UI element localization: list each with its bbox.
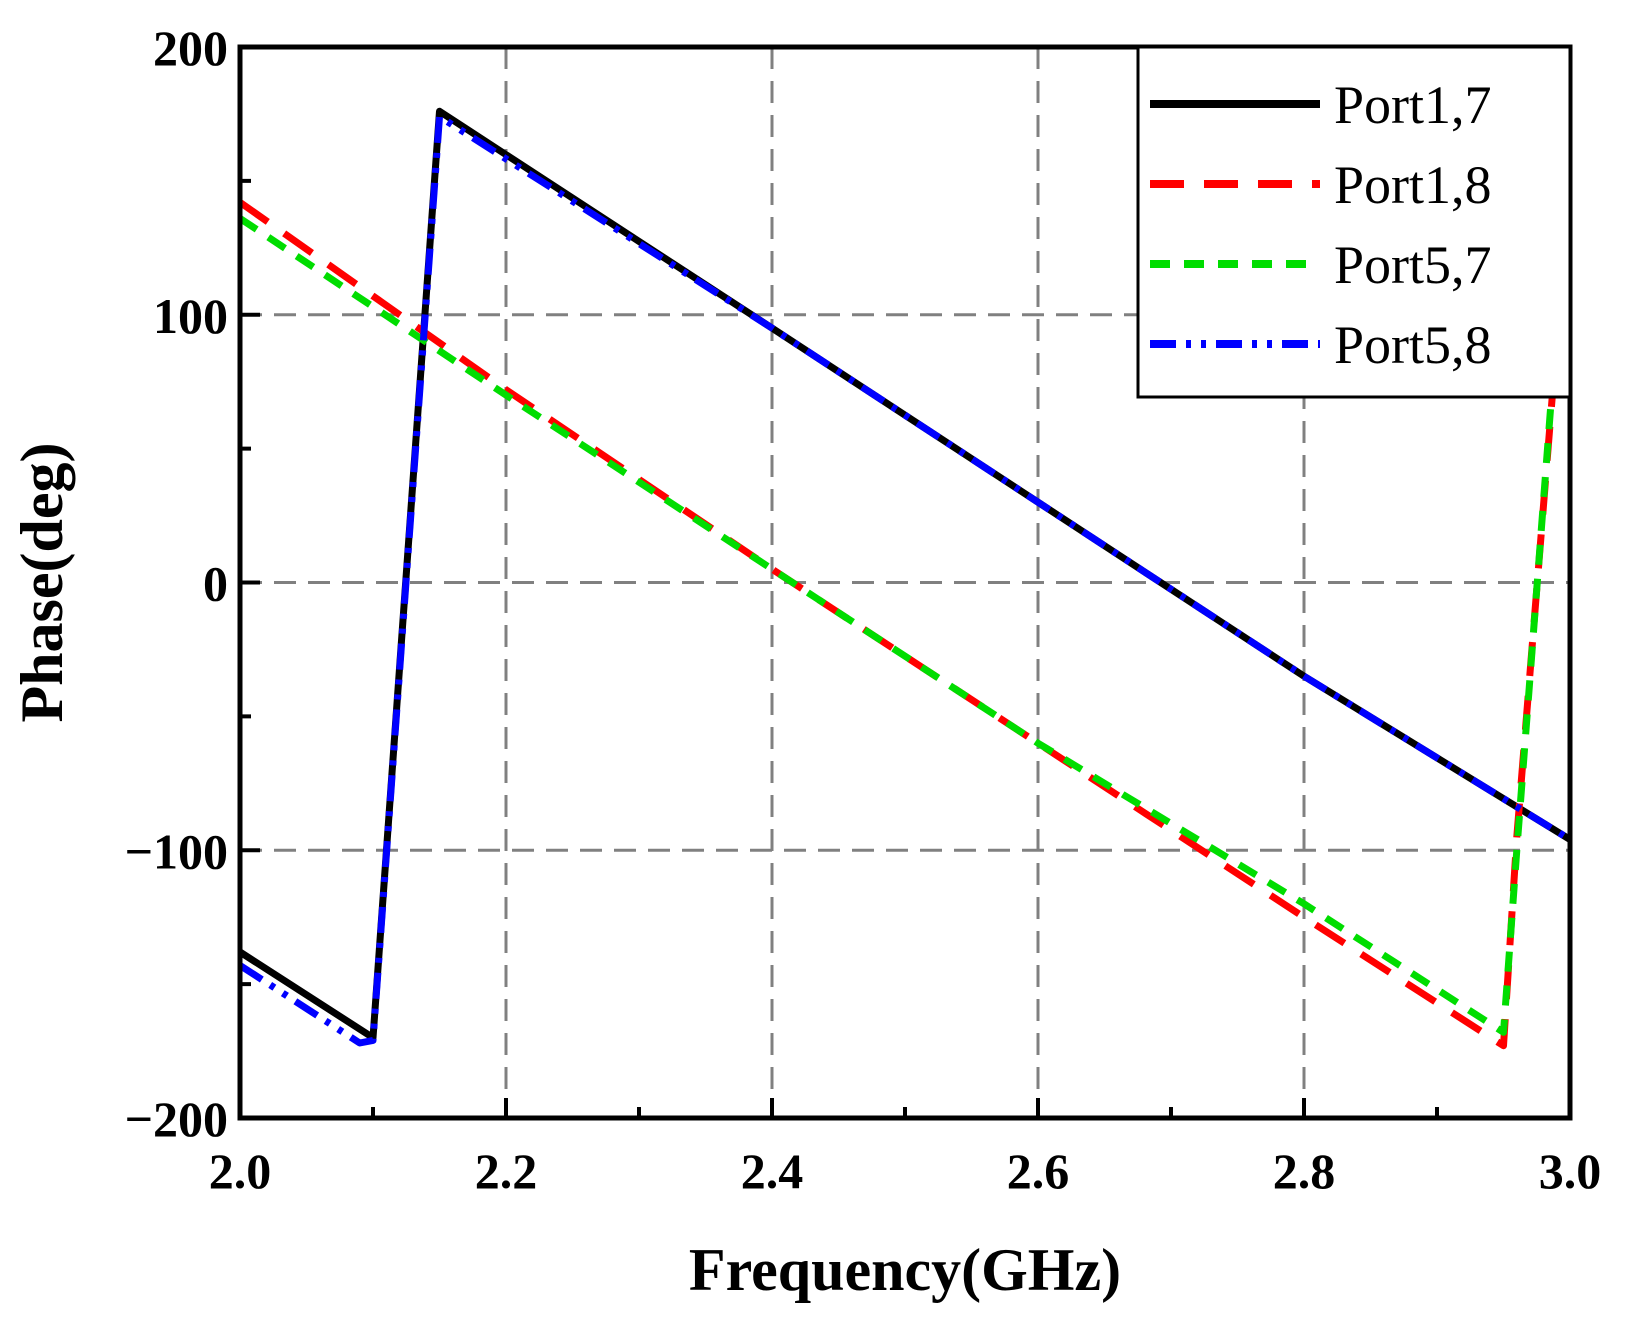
- x-tick-label: 2.2: [475, 1143, 538, 1199]
- series-line-2: [237, 199, 1561, 1050]
- y-tick-label: 100: [153, 288, 228, 344]
- y-tick-label: −200: [125, 1091, 229, 1147]
- legend-label: Port1,7: [1334, 75, 1492, 135]
- legend-label: Port5,7: [1334, 235, 1492, 295]
- legend-label: Port1,8: [1334, 155, 1492, 215]
- tick-labels: 2.0 2.2 2.4 2.6 2.8 3.0 −200 −100 0 100 200: [125, 20, 1602, 1199]
- x-tick-label: 2.8: [1273, 1143, 1336, 1199]
- y-tick-label: −100: [125, 823, 229, 879]
- y-axis-title: Phase(deg): [9, 443, 75, 723]
- x-tick-label: 3.0: [1539, 1143, 1602, 1199]
- y-tick-label: 200: [153, 20, 228, 76]
- legend-label: Port5,8: [1334, 315, 1492, 375]
- legend: Port1,7 Port1,8 Port5,7 Port5,8: [1136, 45, 1572, 399]
- plot-series: [237, 107, 1572, 1050]
- x-tick-label: 2.0: [209, 1143, 272, 1199]
- axis-ticks: [238, 45, 1572, 1120]
- series-line-4: [238, 113, 1572, 1047]
- x-tick-label: 2.6: [1007, 1143, 1070, 1199]
- x-axis-title: Frequency(GHz): [689, 1237, 1121, 1303]
- y-tick-label: 0: [203, 556, 228, 612]
- x-tick-label: 2.4: [741, 1143, 804, 1199]
